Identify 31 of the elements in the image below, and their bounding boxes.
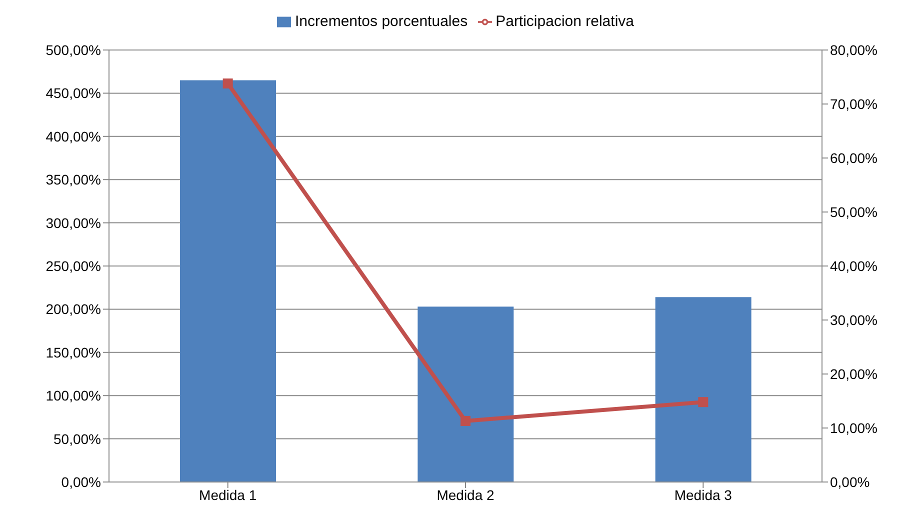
bar bbox=[180, 80, 276, 482]
x-tick-label: Medida 3 bbox=[674, 486, 732, 503]
y2-tick-label: 50,00% bbox=[830, 204, 878, 220]
y-tick-label: 500,00% bbox=[46, 42, 101, 58]
y-tick-label: 450,00% bbox=[46, 85, 101, 102]
y2-tick-label: 0,00% bbox=[830, 474, 870, 490]
y-tick-label: 350,00% bbox=[46, 172, 101, 188]
bar bbox=[655, 297, 752, 482]
y2-tick-label: 20,00% bbox=[830, 366, 878, 382]
y-tick-label: 300,00% bbox=[46, 214, 101, 231]
bar bbox=[418, 306, 514, 482]
y2-tick-label: 30,00% bbox=[830, 312, 878, 328]
legend-label: Incrementos porcentuales bbox=[294, 13, 468, 30]
y2-tick-label: 10,00% bbox=[830, 420, 878, 436]
legend-label: Participacion relativa bbox=[496, 13, 634, 30]
point bbox=[222, 78, 233, 88]
y-tick-label: 200,00% bbox=[46, 301, 101, 318]
x-tick-label: Medida 2 bbox=[436, 486, 495, 503]
y2-tick-label: 60,00% bbox=[830, 150, 878, 166]
y-tick-label: 400,00% bbox=[46, 128, 101, 144]
y2-tick-label: 70,00% bbox=[830, 96, 878, 112]
y-tick-label: 0,00% bbox=[61, 474, 101, 490]
y2-tick-label: 80,00% bbox=[830, 42, 878, 58]
y-tick-label: 250,00% bbox=[46, 258, 101, 274]
y-tick-label: 100,00% bbox=[46, 388, 101, 404]
point bbox=[460, 416, 470, 426]
point bbox=[698, 397, 708, 408]
y-tick-label: 150,00% bbox=[46, 344, 101, 360]
x-tick-label: Medida 1 bbox=[199, 486, 257, 503]
y-tick-label: 50,00% bbox=[54, 430, 101, 447]
y2-tick-label: 40,00% bbox=[830, 258, 878, 274]
